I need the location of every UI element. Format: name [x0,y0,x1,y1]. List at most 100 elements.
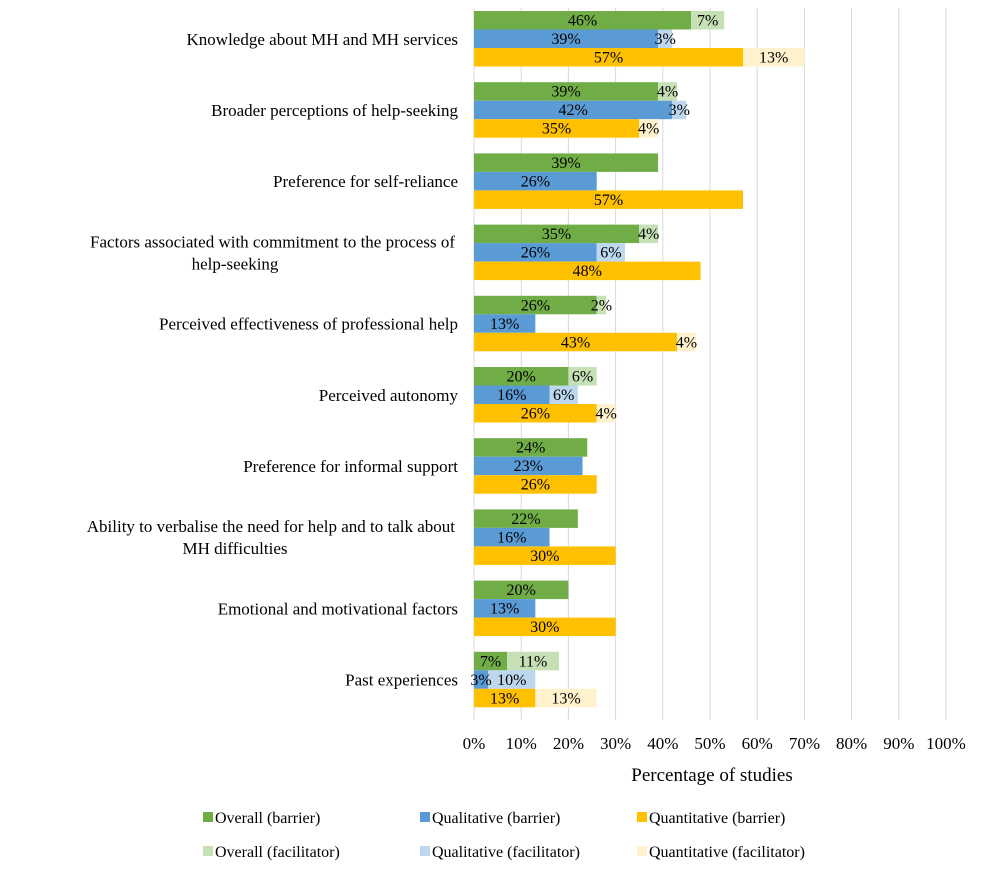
bar-segment [474,314,536,333]
data-label: 20% [507,369,536,386]
category-label: help-seeking [192,254,279,273]
data-label: 7% [480,653,501,670]
data-label: 3% [470,672,491,689]
data-label: 26% [521,297,550,314]
bar-segment [676,332,696,352]
bar-segment [474,546,616,565]
bar-segment [474,261,701,281]
data-label: 43% [561,334,590,351]
bar-segment [474,617,616,637]
bar-segment [474,11,692,30]
data-label: 4% [657,84,678,101]
data-label: 35% [542,121,571,138]
data-label: 26% [521,173,550,190]
legend-swatch [420,846,430,856]
bar-segment [672,100,687,120]
legend-label: Overall (facilitator) [215,844,340,861]
legend-swatch [637,846,647,856]
bar-segment [507,651,559,671]
legend: Overall (barrier) Qualitative (barrier) Qu… [203,810,805,861]
x-tick-label: 30% [600,734,631,753]
category-label: Knowledge about MH and MH services [187,30,458,49]
bar-segment [474,171,597,191]
bar-segment [474,385,550,404]
data-label: 11% [519,653,548,670]
bar-segment [474,100,673,120]
legend-swatch [203,846,213,856]
legend-label: Overall (barrier) [215,810,320,827]
legend-label: Quantitative (barrier) [649,810,785,827]
legend-swatch [203,812,213,822]
bar-segment [474,580,569,600]
category-label: Broader perceptions of help-seeking [211,101,458,120]
data-label: 3% [669,102,690,119]
bars [474,11,805,708]
data-label: 26% [521,245,550,262]
data-labels: 46% 7%39% 3%57% 13%39% 4%42% 3%35% 4%39%26%57%… [470,13,788,708]
bar-segment [535,688,597,708]
data-label: 30% [530,619,559,636]
bar-segment [549,385,578,404]
bar-segment [474,367,569,386]
data-label: 16% [497,529,526,546]
bar-segment [474,82,659,101]
legend-label: Quantitative (facilitator) [649,844,805,861]
data-label: 39% [551,84,580,101]
data-label: 39% [551,31,580,48]
data-label: 13% [551,690,580,707]
data-label: 20% [507,582,536,599]
category-label: Perceived autonomy [319,386,459,405]
bar-segment [658,29,673,48]
bar-segment [474,688,536,708]
data-label: 48% [573,263,602,280]
data-label: 30% [530,548,559,565]
data-label: 6% [553,387,574,404]
data-label: 2% [591,297,612,314]
data-label: 42% [558,102,587,119]
legend-swatch [637,812,647,822]
bar-segment [474,224,640,244]
data-label: 4% [595,406,616,423]
bar-segment [474,48,744,67]
bar-segment [596,295,607,315]
bar-segment [639,119,659,138]
legend-label: Qualitative (facilitator) [432,844,580,861]
data-label: 4% [638,226,659,243]
bar-segment [639,224,659,244]
category-label: Preference for informal support [243,457,458,476]
bar-segment [474,670,489,689]
x-tick-label: 20% [553,734,584,753]
data-label: 35% [542,226,571,243]
bar-segment [474,404,597,423]
bar-segment [658,82,677,101]
bar-segment [743,48,805,67]
category-label: Perceived effectiveness of professional … [159,315,458,334]
data-label: 13% [490,690,519,707]
data-label: 26% [521,406,550,423]
data-label: 13% [759,50,788,67]
data-label: 4% [676,334,697,351]
data-label: 4% [638,121,659,138]
data-label: 23% [514,458,543,475]
data-label: 22% [511,511,540,528]
bar-segment [474,438,588,457]
bar-segment [474,29,659,48]
category-label: MH difficulties [183,539,288,558]
data-label: 16% [497,387,526,404]
category-label: Emotional and motivational factors [218,599,458,618]
data-label: 6% [600,245,621,262]
x-axis-title: Percentage of studies [631,765,792,786]
bar-segment [474,527,550,547]
bar-segment [474,651,508,671]
category-labels: Knowledge about MH and MH services Broade… [87,30,459,690]
bar-segment [474,119,640,138]
x-tick-label: 60% [742,734,773,753]
category-label: Factors associated with commitment to th… [90,232,455,251]
x-tick-label: 70% [789,734,820,753]
bar-segment [596,404,616,423]
bar-segment [474,332,677,352]
x-axis-ticks: 0% 10% 20% 30% 40% 50% 60% 70% 80% 90% 100% [463,734,966,753]
bar-segment [474,509,578,528]
data-label: 46% [568,13,597,30]
bar-segment [691,11,725,30]
